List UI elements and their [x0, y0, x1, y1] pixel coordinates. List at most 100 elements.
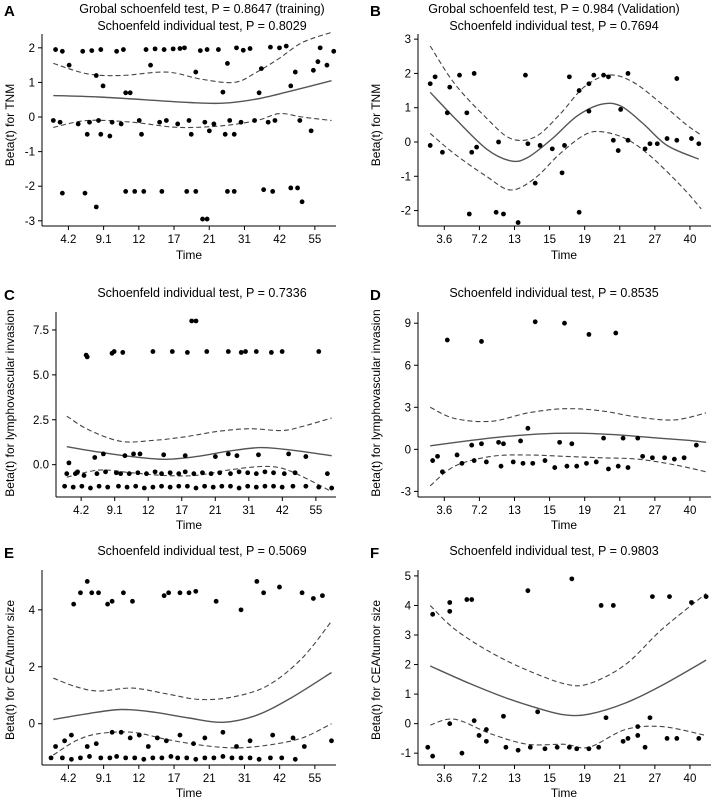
x-tick-label: 13: [508, 505, 521, 517]
x-tick-label: 55: [308, 773, 321, 785]
residual-point: [53, 47, 58, 52]
residual-point: [220, 754, 226, 759]
residual-point: [202, 483, 208, 489]
residual-point: [331, 48, 337, 54]
residual-point: [613, 330, 619, 336]
residual-point: [238, 607, 244, 613]
residual-point: [525, 425, 531, 431]
ci-lower-line: [429, 454, 707, 487]
residual-point: [169, 349, 175, 354]
residual-point: [674, 137, 680, 143]
residual-point: [303, 483, 309, 489]
residual-point: [532, 180, 538, 186]
chart-title-line-1: Schoenfeld individual test, P = 0.8535: [449, 286, 658, 300]
panel-letter: D: [370, 287, 381, 304]
residual-point: [515, 747, 521, 753]
residual-point: [123, 755, 129, 761]
residual-point: [262, 483, 268, 489]
residual-point: [271, 470, 276, 476]
chart-title-line-1: Schoenfeld individual test, P = 0.7336: [97, 286, 306, 300]
residual-point: [64, 471, 70, 477]
residual-point: [569, 441, 575, 447]
panel-letter: E: [4, 545, 14, 562]
y-axis-label: Beta(t) for lymphovascular invasion: [369, 309, 383, 496]
residual-point: [118, 471, 124, 477]
residual-point: [586, 332, 592, 337]
residual-point: [217, 470, 223, 476]
residual-point: [121, 47, 126, 52]
y-tick-label: 4: [29, 605, 36, 617]
residual-point: [234, 744, 239, 749]
residual-point: [664, 736, 670, 741]
residual-point: [615, 463, 621, 469]
residual-point: [265, 119, 271, 125]
panel-letter: F: [370, 545, 379, 562]
residual-point: [122, 453, 128, 459]
residual-point: [425, 744, 431, 750]
residual-point: [184, 755, 190, 761]
residual-point: [554, 744, 560, 750]
residual-point: [48, 755, 54, 761]
residual-point: [84, 744, 90, 749]
residual-point: [625, 736, 631, 741]
x-tick-label: 40: [684, 234, 697, 246]
residual-point: [272, 118, 278, 123]
residual-point: [469, 442, 475, 448]
x-tick-label: 9.1: [107, 505, 123, 517]
x-tick-label: 31: [238, 773, 251, 785]
residual-point: [98, 131, 104, 137]
residual-point: [88, 485, 93, 491]
residual-point: [69, 756, 74, 762]
x-tick-label: 40: [684, 505, 697, 517]
residual-point: [118, 729, 124, 735]
residual-point: [703, 594, 709, 599]
ci-lower-line: [429, 130, 702, 210]
y-tick-label: 3: [405, 402, 411, 414]
residual-point: [430, 458, 436, 463]
residual-point: [515, 220, 521, 225]
x-tick-label: 17: [175, 505, 188, 517]
residual-point: [79, 483, 85, 489]
residual-point: [525, 588, 531, 594]
residual-point: [483, 738, 489, 744]
chart-title-line-1: Schoenfeld individual test, P = 0.5069: [97, 544, 306, 558]
residual-point: [193, 485, 199, 491]
y-tick-label: 1: [29, 77, 35, 89]
residual-point: [681, 455, 687, 461]
ci-upper-line: [53, 31, 332, 84]
residual-point: [131, 451, 136, 457]
residual-point: [535, 709, 541, 715]
residual-point: [163, 118, 169, 123]
residual-point: [234, 45, 239, 51]
residual-point: [105, 484, 111, 490]
x-tick-label: 31: [242, 505, 255, 517]
residual-point: [145, 744, 151, 749]
residual-point: [444, 110, 450, 116]
residual-point: [208, 471, 214, 477]
residual-point: [100, 451, 106, 457]
residual-point: [288, 83, 294, 89]
y-tick-label: -3: [25, 216, 35, 228]
y-tick-label: 3: [405, 34, 411, 46]
y-tick-label: 2: [29, 662, 35, 674]
residual-point: [193, 69, 199, 75]
residual-point: [295, 185, 300, 191]
residual-point: [159, 471, 164, 477]
residual-point: [225, 451, 231, 457]
x-tick-label: 42: [273, 234, 286, 246]
x-tick-label: 4.2: [60, 234, 76, 246]
residual-point: [211, 121, 217, 127]
y-tick-label: -2: [25, 181, 35, 193]
residual-point: [212, 454, 218, 459]
residual-point: [271, 483, 276, 489]
residual-point: [93, 73, 99, 78]
residual-point: [501, 211, 506, 217]
residual-point: [202, 119, 208, 125]
residual-point: [252, 118, 257, 123]
residual-point: [57, 119, 63, 125]
residual-point: [279, 484, 285, 490]
residual-point: [193, 588, 199, 594]
residual-point: [123, 90, 129, 96]
residual-point: [530, 460, 536, 466]
residual-point: [84, 578, 90, 584]
